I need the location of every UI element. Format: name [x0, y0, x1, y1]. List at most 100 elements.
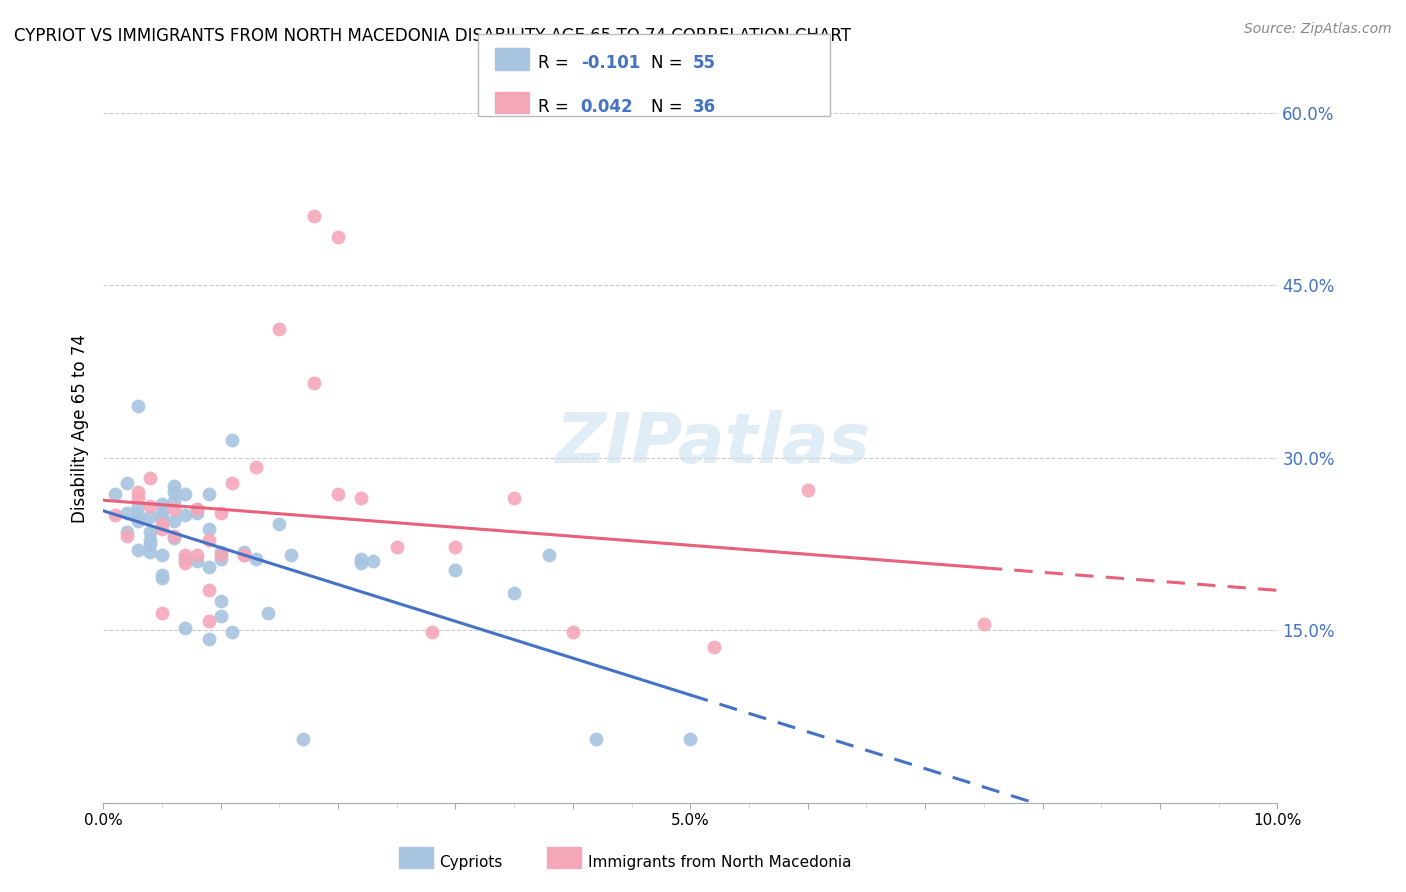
Point: [150, 571, 173, 585]
Text: R =: R =: [538, 98, 575, 116]
Text: 0.042: 0.042: [581, 98, 633, 116]
Point: [150, 497, 173, 511]
Point: [198, 533, 221, 548]
Point: [127, 508, 149, 522]
Point: [245, 551, 267, 566]
Text: N =: N =: [651, 98, 688, 116]
Point: [150, 567, 173, 582]
Point: [174, 549, 197, 563]
Point: [256, 606, 278, 620]
Text: N =: N =: [651, 54, 688, 72]
Point: [174, 487, 197, 501]
Point: [162, 531, 184, 545]
Point: [115, 475, 138, 490]
Y-axis label: Disability Age 65 to 74: Disability Age 65 to 74: [72, 334, 89, 524]
Point: [186, 554, 208, 568]
Text: Immigrants from North Macedonia: Immigrants from North Macedonia: [588, 855, 851, 870]
Point: [233, 549, 256, 563]
Point: [139, 510, 162, 524]
Point: [127, 542, 149, 557]
Point: [162, 494, 184, 508]
Point: [162, 529, 184, 543]
Point: [209, 551, 232, 566]
Point: [174, 551, 197, 566]
Point: [127, 499, 149, 513]
Point: [350, 551, 373, 566]
Point: [139, 499, 162, 513]
Point: [104, 508, 127, 522]
Point: [269, 517, 291, 532]
Point: [679, 732, 702, 747]
Text: R =: R =: [538, 54, 575, 72]
Point: [326, 229, 349, 244]
Point: [291, 732, 314, 747]
Point: [127, 485, 149, 500]
Point: [198, 487, 221, 501]
Point: [221, 625, 243, 640]
Point: [245, 459, 267, 474]
Point: [209, 594, 232, 608]
Point: [198, 632, 221, 647]
Point: [104, 487, 127, 501]
Point: [115, 525, 138, 540]
Point: [139, 533, 162, 548]
Point: [127, 399, 149, 413]
Point: [420, 625, 443, 640]
Point: [162, 502, 184, 516]
Point: [444, 541, 467, 555]
Point: [162, 479, 184, 493]
Point: [209, 549, 232, 563]
Text: 55: 55: [693, 54, 716, 72]
Point: [139, 471, 162, 485]
Point: [326, 487, 349, 501]
Text: Cypriots: Cypriots: [439, 855, 502, 870]
Point: [503, 586, 526, 600]
Point: [162, 485, 184, 500]
Point: [139, 537, 162, 551]
Point: [233, 549, 256, 563]
Point: [150, 505, 173, 519]
Point: [115, 529, 138, 543]
Point: [361, 554, 384, 568]
Point: [385, 541, 408, 555]
Point: [585, 732, 607, 747]
Point: [350, 491, 373, 505]
Point: [198, 559, 221, 574]
Point: [186, 502, 208, 516]
Text: CYPRIOT VS IMMIGRANTS FROM NORTH MACEDONIA DISABILITY AGE 65 TO 74 CORRELATION C: CYPRIOT VS IMMIGRANTS FROM NORTH MACEDON…: [14, 27, 851, 45]
Point: [503, 491, 526, 505]
Point: [280, 549, 302, 563]
Point: [127, 491, 149, 505]
Point: [115, 506, 138, 520]
Point: [796, 483, 818, 497]
Point: [162, 514, 184, 528]
Point: [304, 376, 326, 390]
Point: [174, 557, 197, 571]
Point: [221, 434, 243, 448]
Point: [198, 522, 221, 536]
Point: [304, 209, 326, 223]
Text: -0.101: -0.101: [581, 54, 640, 72]
Point: [150, 522, 173, 536]
Point: [233, 545, 256, 559]
Point: [973, 617, 995, 632]
Point: [139, 545, 162, 559]
Point: [350, 557, 373, 571]
Point: [186, 506, 208, 520]
Point: [269, 322, 291, 336]
Point: [198, 582, 221, 597]
Text: 36: 36: [693, 98, 716, 116]
Point: [703, 640, 725, 655]
Point: [174, 621, 197, 635]
Point: [139, 525, 162, 540]
Point: [186, 549, 208, 563]
Point: [174, 508, 197, 522]
Point: [150, 606, 173, 620]
Point: [150, 517, 173, 532]
Point: [538, 549, 561, 563]
Point: [150, 510, 173, 524]
Text: Source: ZipAtlas.com: Source: ZipAtlas.com: [1244, 22, 1392, 37]
Point: [221, 475, 243, 490]
Point: [127, 514, 149, 528]
Point: [444, 563, 467, 577]
